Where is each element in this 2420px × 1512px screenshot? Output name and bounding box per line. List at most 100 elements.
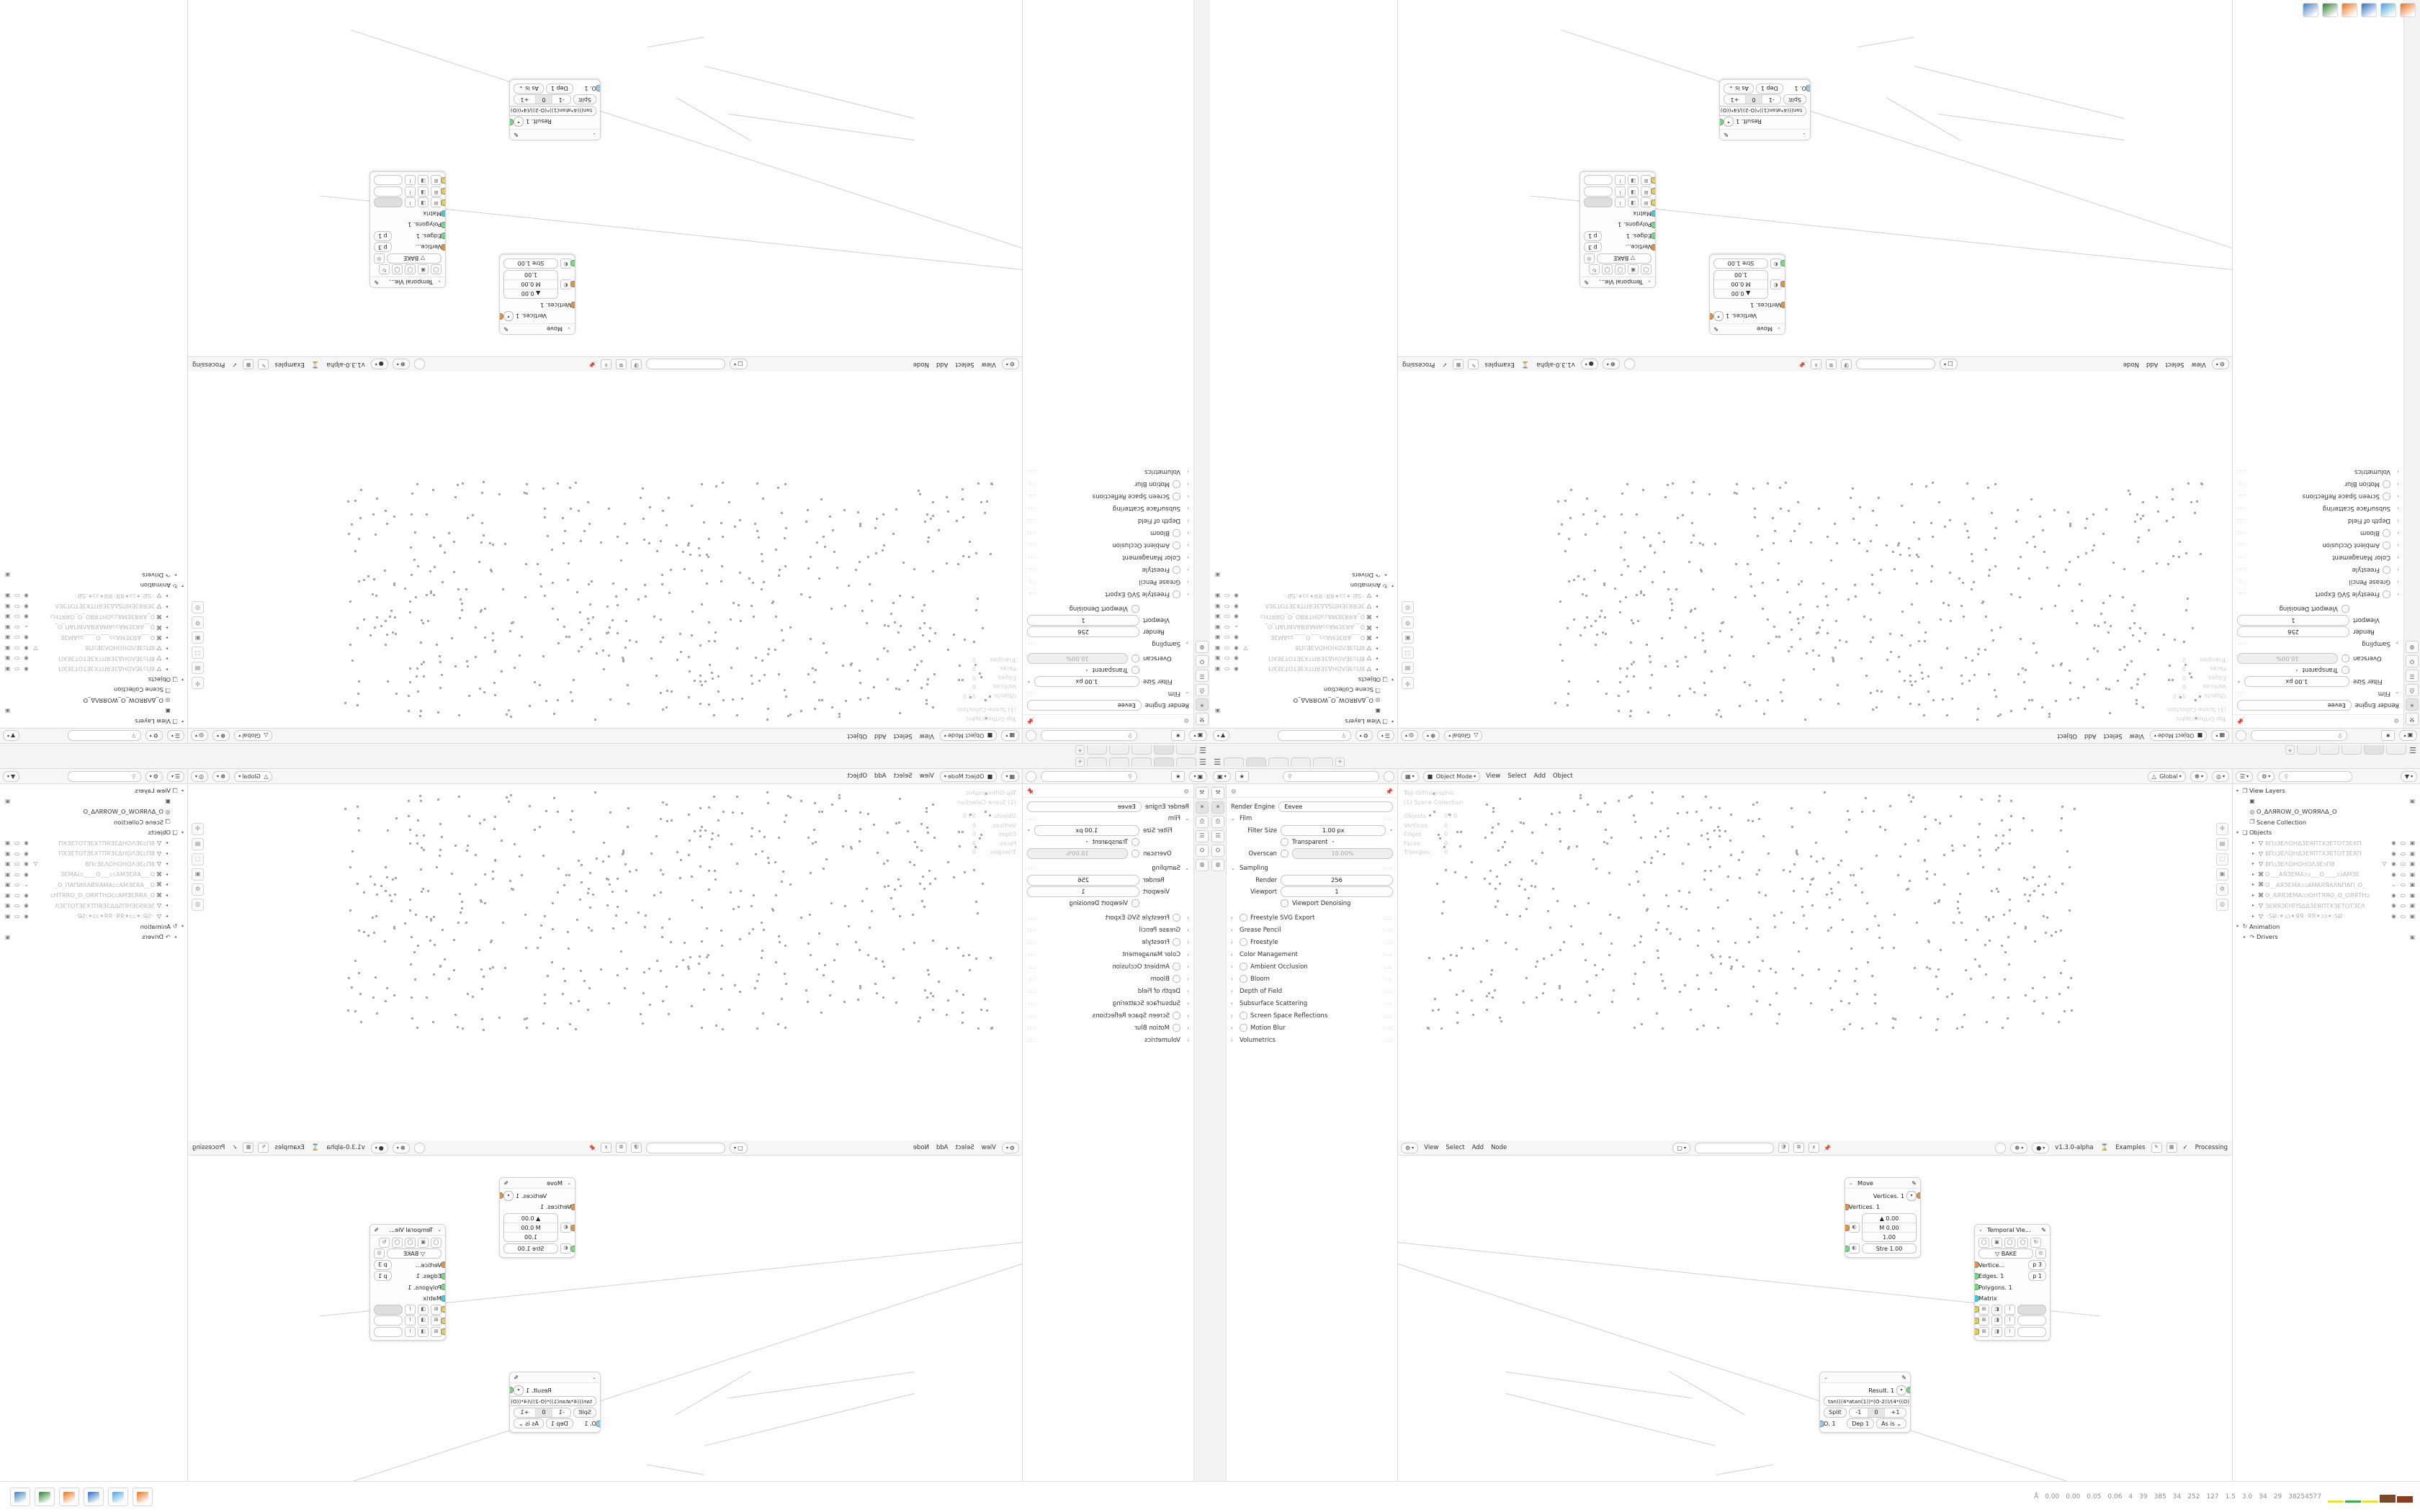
screen-icon[interactable]: ▭ bbox=[2400, 881, 2406, 888]
drag-handle[interactable]: :::: bbox=[1027, 591, 1037, 598]
socket-mode-icon[interactable]: ◐ bbox=[1770, 279, 1781, 289]
drag-handle[interactable]: :::: bbox=[2237, 579, 2247, 585]
outliner-row[interactable]: ▸ ⌘ O__AЯЗEMAɔɔAMAЯЯAΛNΠAΠ_O_ ⌄ ▭ ▣ bbox=[0, 880, 187, 891]
screen-icon[interactable]: ▭ bbox=[14, 891, 20, 899]
camera-icon[interactable]: ▣ bbox=[1214, 655, 1221, 662]
disclosure-triangle-icon[interactable]: ▸ bbox=[166, 861, 169, 867]
workspace-tab[interactable] bbox=[1224, 757, 1244, 767]
rotate-gizmo-icon[interactable]: ▤ bbox=[192, 662, 204, 674]
close-icon[interactable]: x bbox=[1808, 1143, 1819, 1153]
property-value-field[interactable]: 256 bbox=[1027, 626, 1139, 638]
node-layout-icon[interactable]: ▦ bbox=[2166, 1143, 2177, 1153]
screenshot-icon[interactable] bbox=[2303, 3, 2318, 17]
eye-icon[interactable]: ◉ bbox=[1234, 644, 1239, 652]
properties-collapsed-header[interactable]: › Bloom:::: bbox=[1231, 973, 1393, 985]
camera-icon[interactable]: ▣ bbox=[4, 624, 11, 631]
disclosure-triangle-icon[interactable]: ▸ bbox=[166, 913, 169, 919]
properties-options-icon[interactable] bbox=[1026, 770, 1036, 782]
properties-collapsed-header[interactable]: › Screen Space Reflections:::: bbox=[1231, 1009, 1393, 1022]
eye-icon[interactable]: ◉ bbox=[1234, 665, 1239, 672]
properties-tab-view-layer-icon[interactable]: ☰ bbox=[1196, 830, 1209, 842]
drag-handle[interactable]: :::: bbox=[1027, 988, 1037, 994]
workspace-tab-active[interactable] bbox=[1154, 745, 1174, 755]
disclosure-triangle-icon[interactable]: ▸ bbox=[1376, 614, 1379, 620]
pin-icon[interactable]: 📌 bbox=[1799, 361, 1807, 368]
fill-icon[interactable]: ⊞ bbox=[1978, 1326, 1989, 1337]
screen-icon[interactable]: ▭ bbox=[1224, 613, 1230, 621]
node-socket-green[interactable] bbox=[1845, 1245, 1850, 1252]
node-header[interactable]: ⌄ Move ✎ bbox=[1845, 1178, 1920, 1189]
render-engine-select[interactable]: Eevee bbox=[1027, 700, 1142, 711]
transform-orientation-selector[interactable]: △ Global ▾ bbox=[1444, 730, 1483, 742]
outliner-row[interactable]: ▸ ▽ 8ΠɔЗEΛOHOHOΛЗEɔΠ8 ▽ ◉ ▭ ▣ bbox=[0, 643, 187, 654]
node-socket-yellow[interactable] bbox=[441, 1306, 446, 1313]
snap-toggle[interactable]: ☸ ▾ bbox=[2190, 770, 2208, 782]
pin-icon[interactable]: 📌 bbox=[1027, 787, 1035, 795]
screen-icon[interactable]: ▭ bbox=[14, 644, 20, 652]
drag-handle[interactable]: :::: bbox=[1027, 865, 1037, 871]
property-value-field[interactable]: 10.00% bbox=[2237, 653, 2338, 665]
workspace-tab[interactable] bbox=[1176, 745, 1196, 755]
shade-icon[interactable]: ◨ bbox=[1991, 1304, 2002, 1315]
rotate-gizmo-icon[interactable]: ▤ bbox=[192, 838, 204, 850]
node-temporal-viewer-top[interactable]: ⌄ Temporal Vie... ✎ ◯ ▣ ◯ ◯ ↻ ▽ BAKE ◎ Vertice... p… bbox=[1579, 171, 1656, 288]
properties-collapsed-header[interactable]: › Screen Space Reflections:::: bbox=[2237, 490, 2399, 503]
refresh-icon[interactable]: ↻ bbox=[379, 1237, 390, 1248]
scissor-icon[interactable]: ⌇ bbox=[405, 186, 416, 197]
drag-handle[interactable]: :::: bbox=[1383, 914, 1393, 921]
node-menu-view[interactable]: View bbox=[1424, 1144, 1439, 1151]
pin-icon[interactable]: 📌 bbox=[589, 1144, 597, 1151]
node-menu-add[interactable]: Add bbox=[936, 361, 949, 368]
properties-tab-scene-icon[interactable]: ⛭ bbox=[2406, 655, 2419, 667]
animate-property-dot[interactable]: • bbox=[1389, 827, 1393, 834]
node-socket-orange[interactable] bbox=[441, 244, 446, 251]
pin-icon[interactable]: 📌 bbox=[1385, 787, 1393, 795]
panel-enable-checkbox[interactable] bbox=[1173, 938, 1180, 946]
examples-button[interactable]: Examples bbox=[274, 361, 305, 368]
drag-handle[interactable]: :::: bbox=[1027, 1025, 1037, 1031]
chevron-icon[interactable]: ⌄ bbox=[24, 881, 29, 888]
processing-label[interactable]: Processing bbox=[192, 361, 225, 368]
vector-component-field[interactable]: ▲ 0.00 bbox=[1863, 1214, 1916, 1223]
object-mode-selector[interactable]: ■ Object Mode ▾ bbox=[939, 770, 998, 782]
camera-icon[interactable]: ▣ bbox=[4, 634, 11, 642]
viewport-menu-object[interactable]: Object bbox=[1552, 773, 1573, 780]
disclosure-triangle-icon[interactable]: ▸ bbox=[2251, 903, 2254, 909]
node-editor-canvas[interactable]: ⌄ Move ✎ Vertices. 1 ▾ Vertices. 1 ◐ ▲ 0.00 M 0.… bbox=[188, 0, 1022, 356]
screen-icon[interactable]: ▭ bbox=[14, 902, 20, 909]
image-viewer-icon[interactable] bbox=[2380, 3, 2396, 17]
properties-section-header[interactable]: ⌄ Sampling:::: bbox=[2237, 638, 2399, 650]
outliner-row[interactable]: ▸ ▽ 8ΠɔЗEΛOHOHOΛЗEɔΠ8 ▽ ◉ ▭ ▣ bbox=[0, 859, 187, 870]
socket-mode-icon[interactable]: ◐ bbox=[1849, 1243, 1860, 1254]
drag-handle[interactable]: :::: bbox=[1383, 1012, 1393, 1019]
eye-icon[interactable]: ◉ bbox=[24, 613, 29, 621]
node-menu-select[interactable]: Select bbox=[2165, 361, 2184, 368]
screen-icon[interactable]: ▭ bbox=[2400, 850, 2406, 857]
panel-enable-checkbox[interactable] bbox=[2383, 492, 2390, 500]
snap-toggle[interactable]: ☸ ▾ bbox=[212, 770, 230, 782]
properties-tab-tool-icon[interactable]: ⚒ bbox=[1211, 787, 1224, 799]
screen-icon[interactable]: ▭ bbox=[14, 870, 20, 878]
socket-value-field[interactable]: p 3 bbox=[374, 1259, 392, 1270]
object-mode-selector[interactable]: ■ Object Mode ▾ bbox=[1422, 770, 1481, 782]
node-socket-orange[interactable] bbox=[1780, 302, 1785, 309]
drag-handle[interactable]: :::: bbox=[1027, 542, 1037, 549]
eye-icon[interactable]: ◉ bbox=[2391, 860, 2396, 868]
pin-icon[interactable]: 📌 bbox=[1027, 717, 1035, 725]
camera-icon[interactable]: ▣ bbox=[4, 613, 11, 621]
scalar-field[interactable]: Stre 1.00 bbox=[1862, 1243, 1917, 1254]
properties-tab-output-icon[interactable]: ⎙ bbox=[1196, 684, 1209, 696]
display-color-field[interactable] bbox=[374, 175, 403, 186]
property-value-field[interactable]: 1 bbox=[1281, 886, 1393, 897]
circle-icon[interactable]: ◯ bbox=[405, 1237, 416, 1248]
node-header[interactable]: ⌄ Temporal Vie... ✎ bbox=[370, 1225, 445, 1236]
grid-icon[interactable]: ⊞ bbox=[1978, 1304, 1989, 1315]
node-tree-selector[interactable]: ▢ ▾ bbox=[1940, 359, 1958, 370]
move-gizmo-icon[interactable]: ✣ bbox=[192, 677, 204, 689]
outliner-display-mode[interactable]: ⚙ ▾ bbox=[145, 730, 163, 742]
outliner-row[interactable]: ▾ ❑ Objects bbox=[0, 827, 187, 838]
disclosure-triangle-icon[interactable]: ▸ bbox=[166, 666, 169, 672]
collapse-icon[interactable]: ⌄ bbox=[567, 1180, 571, 1186]
depth-field[interactable]: Dep 1 bbox=[1847, 1418, 1875, 1428]
screen-icon[interactable]: ▭ bbox=[2400, 902, 2406, 909]
